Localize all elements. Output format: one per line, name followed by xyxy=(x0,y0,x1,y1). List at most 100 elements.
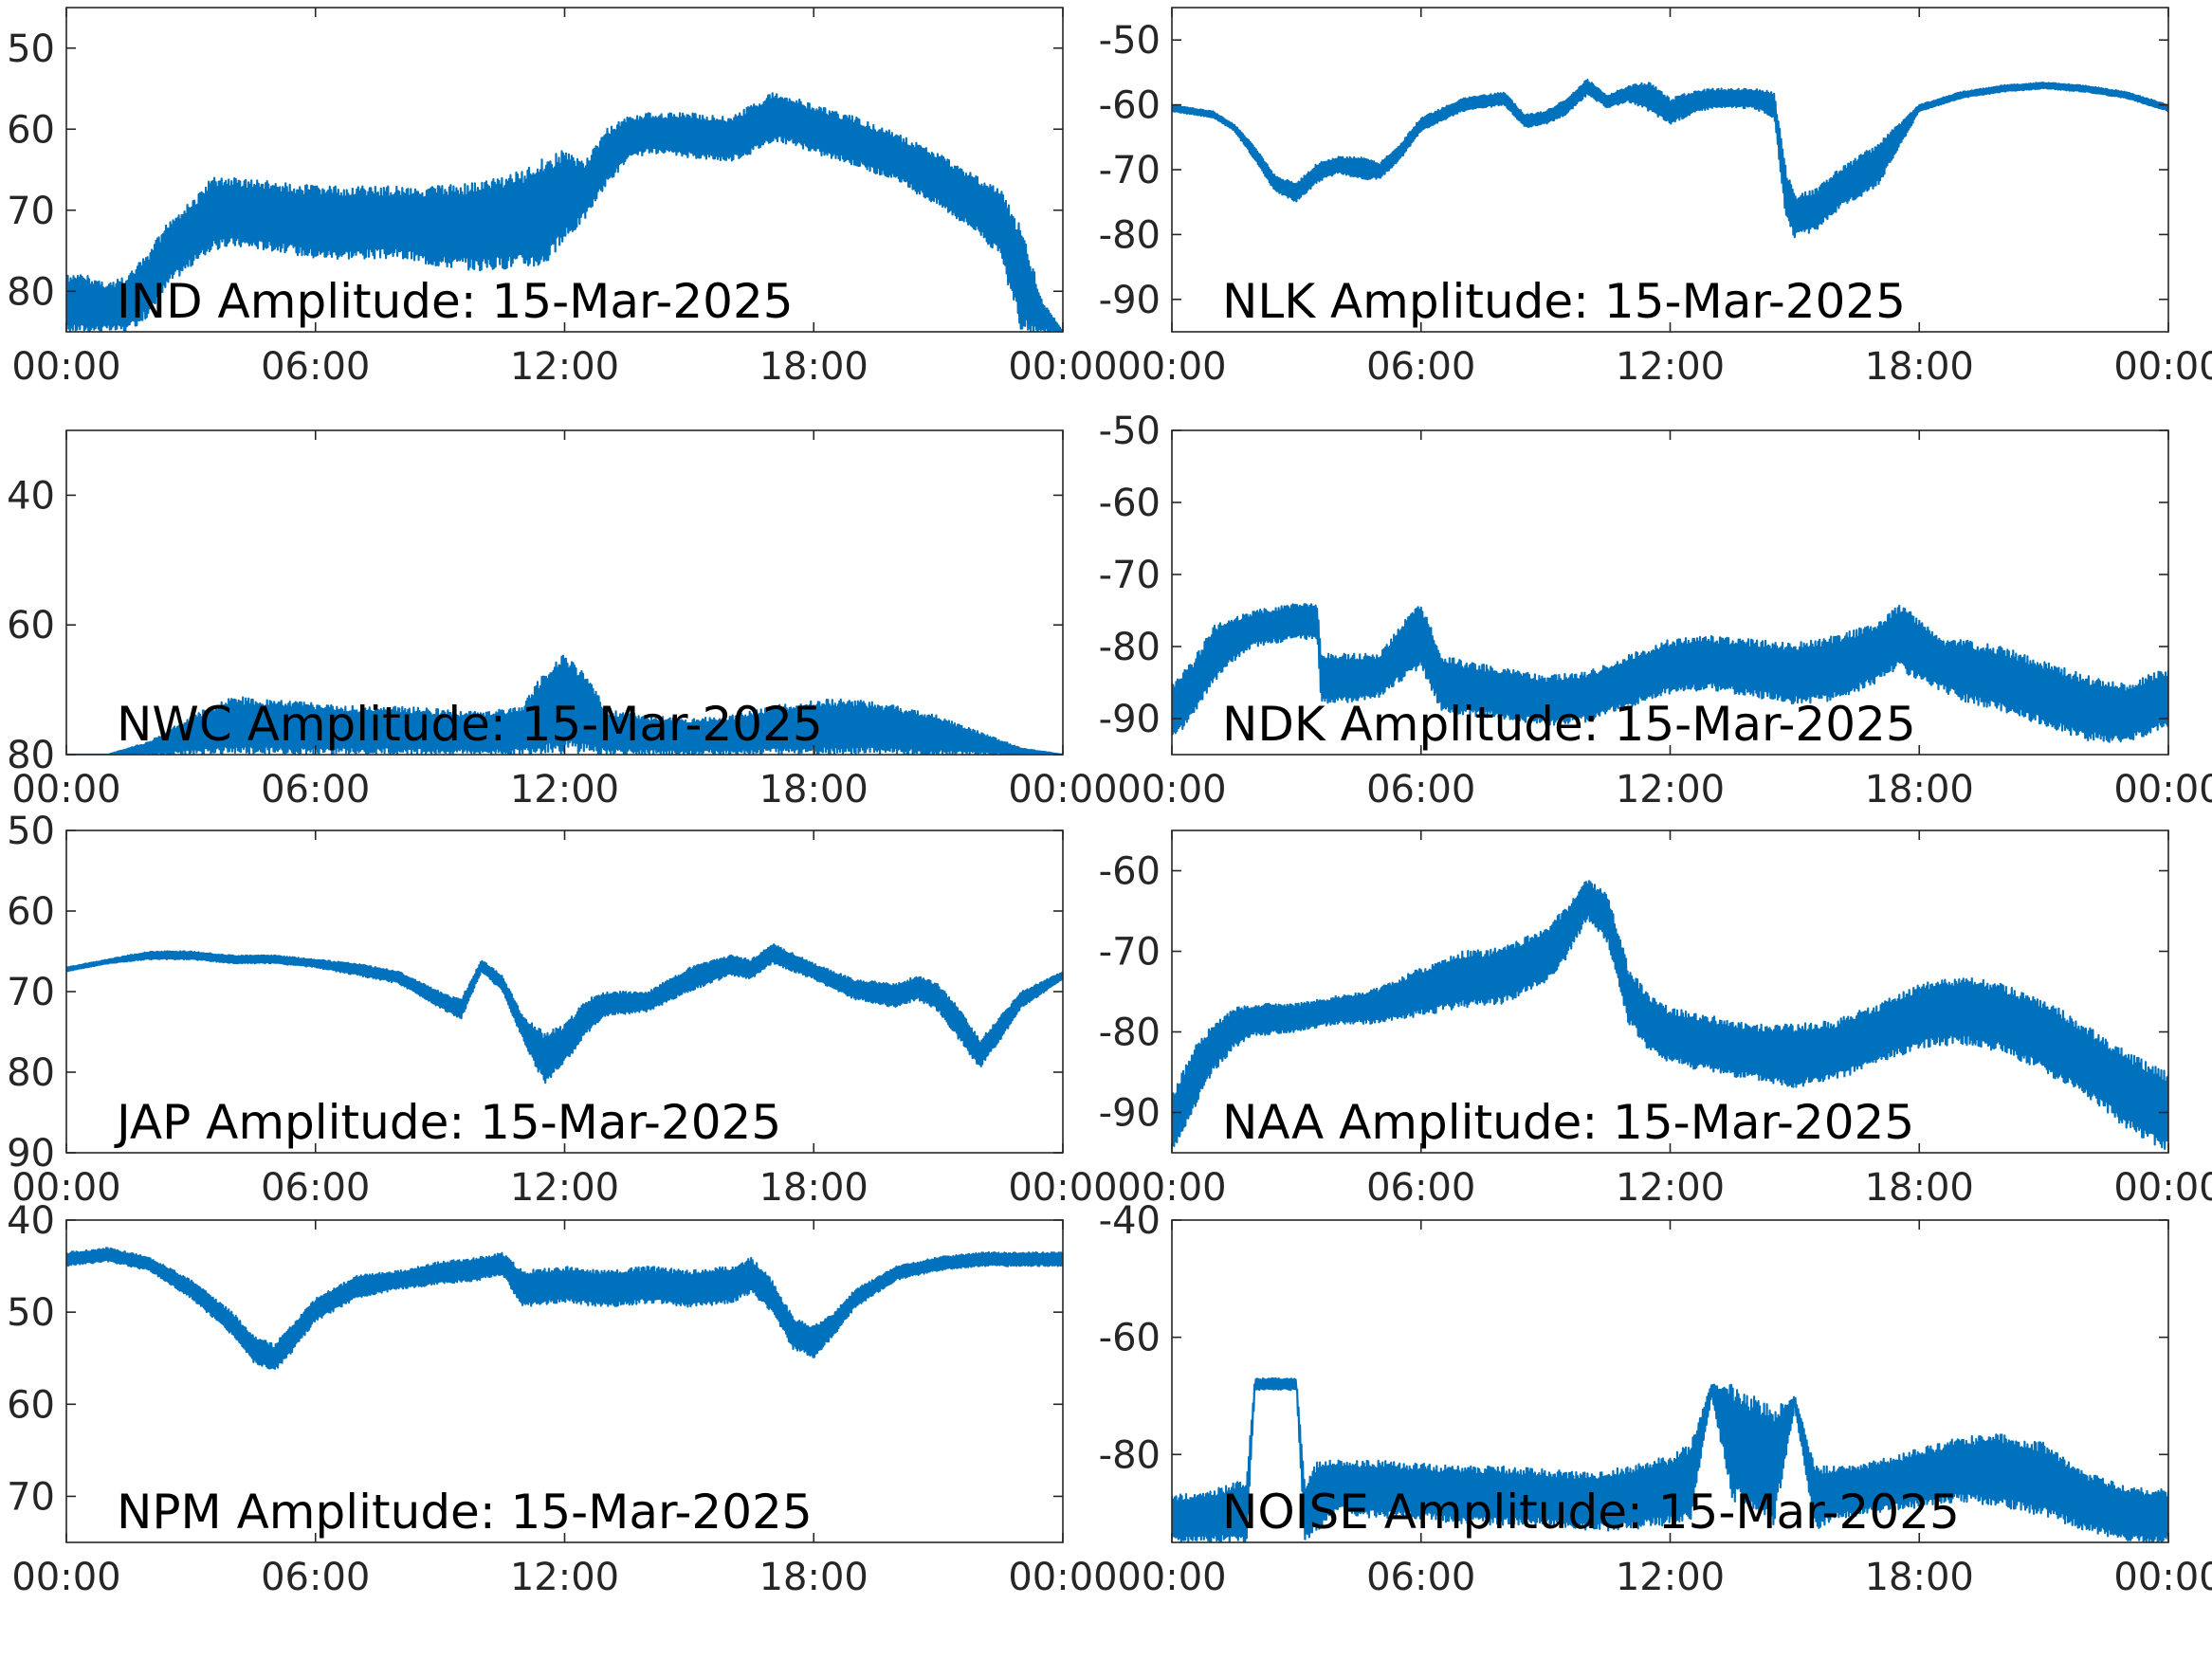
series-layer xyxy=(66,1247,1063,1370)
panel-title: NOISE Amplitude: 15-Mar-2025 xyxy=(1222,1485,1960,1540)
panel-title: JAP Amplitude: 15-Mar-2025 xyxy=(114,1095,781,1150)
x-tick-label: 12:00 xyxy=(1616,345,1725,389)
panel-title: IND Amplitude: 15-Mar-2025 xyxy=(117,274,794,329)
y-tick-label: -90 xyxy=(1099,1092,1161,1136)
x-tick-label: 00:00 xyxy=(1117,768,1226,811)
axis-ticks: 00:00 06:00 12:00 18:00 00:00 -90 -80 -70 -60 xyxy=(1099,830,2212,1210)
x-tick-label: 00:00 xyxy=(2113,1166,2212,1210)
x-tick-label: 06:00 xyxy=(1366,345,1475,389)
y-tick-label: -50 xyxy=(1099,19,1161,63)
panel-title: NDK Amplitude: 15-Mar-2025 xyxy=(1222,697,1916,752)
y-tick-label: -90 xyxy=(1099,698,1161,741)
y-tick-label: 60 xyxy=(7,890,55,934)
axis-ticks: 00:00 06:00 12:00 18:00 00:00 80 70 60 50 xyxy=(7,8,1118,389)
y-tick-label: -60 xyxy=(1099,84,1161,128)
y-tick-label: -70 xyxy=(1099,554,1161,597)
y-tick-label: 60 xyxy=(7,108,55,152)
x-tick-label: 00:00 xyxy=(2113,768,2212,811)
x-tick-label: 00:00 xyxy=(2113,1556,2212,1599)
y-tick-label: -80 xyxy=(1099,1433,1161,1477)
series-layer xyxy=(1172,603,2168,743)
y-tick-label: 40 xyxy=(7,1199,55,1243)
series-layer xyxy=(1172,79,2168,239)
x-tick-label: 06:00 xyxy=(261,1556,370,1599)
x-tick-label: 12:00 xyxy=(510,768,619,811)
panel-title: NAA Amplitude: 15-Mar-2025 xyxy=(1222,1095,1914,1150)
series-trace xyxy=(66,943,1063,1085)
x-tick-label: 00:00 xyxy=(2113,345,2212,389)
x-tick-label: 00:00 xyxy=(11,1166,120,1210)
series-trace xyxy=(1172,79,2168,239)
axis-ticks: 00:00 06:00 12:00 18:00 00:00 -90 -80 -70 -60 -50 xyxy=(1099,410,2212,811)
x-tick-label: 00:00 xyxy=(1117,1556,1226,1599)
y-tick-label: 70 xyxy=(7,971,55,1014)
x-tick-label: 06:00 xyxy=(261,345,370,389)
x-tick-label: 12:00 xyxy=(510,345,619,389)
x-tick-label: 06:00 xyxy=(261,768,370,811)
series-trace xyxy=(1172,880,2168,1150)
series-layer xyxy=(66,943,1063,1085)
panel-nlk: 00:00 06:00 12:00 18:00 00:00 -90 -80 -70 -60 -50… xyxy=(1099,7,2212,389)
y-tick-label: 50 xyxy=(7,810,55,853)
x-tick-label: 12:00 xyxy=(510,1166,619,1210)
x-tick-label: 06:00 xyxy=(1366,1166,1475,1210)
x-tick-label: 00:00 xyxy=(1117,345,1226,389)
x-tick-label: 18:00 xyxy=(759,1166,868,1210)
y-tick-label: -80 xyxy=(1099,1012,1161,1055)
panel-naa: 00:00 06:00 12:00 18:00 00:00 -90 -80 -70 -60 NA… xyxy=(1099,830,2212,1210)
x-tick-label: 12:00 xyxy=(1616,1166,1725,1210)
y-tick-label: -70 xyxy=(1099,149,1161,192)
y-tick-label: 60 xyxy=(7,1383,55,1427)
axis-ticks: 00:00 06:00 12:00 18:00 00:00 70 60 50 40 xyxy=(7,1199,1118,1599)
panel-title: NPM Amplitude: 15-Mar-2025 xyxy=(117,1485,813,1540)
series-layer xyxy=(1172,880,2168,1150)
x-tick-label: 18:00 xyxy=(1865,1166,1974,1210)
series-trace xyxy=(66,92,1063,332)
axis-ticks: 00:00 06:00 12:00 18:00 00:00 -80 -60 -40 xyxy=(1099,1199,2212,1599)
series-trace xyxy=(1172,603,2168,743)
x-tick-label: 00:00 xyxy=(11,768,120,811)
panel-ind: 00:00 06:00 12:00 18:00 00:00 80 70 60 50 IND Am… xyxy=(7,7,1118,389)
y-tick-label: -70 xyxy=(1099,931,1161,975)
series-trace xyxy=(1172,1376,2168,1542)
x-tick-label: 06:00 xyxy=(1366,768,1475,811)
x-tick-label: 00:00 xyxy=(11,345,120,389)
series-layer xyxy=(1172,1376,2168,1542)
series-trace xyxy=(66,1247,1063,1370)
y-tick-label: -80 xyxy=(1099,213,1161,257)
y-tick-label: 80 xyxy=(7,1051,55,1095)
panel-title: NLK Amplitude: 15-Mar-2025 xyxy=(1222,274,1906,329)
x-tick-label: 18:00 xyxy=(1865,768,1974,811)
panel-noise: 00:00 06:00 12:00 18:00 00:00 -80 -60 -40 NOISE… xyxy=(1099,1199,2212,1599)
x-tick-label: 18:00 xyxy=(759,768,868,811)
y-tick-label: 60 xyxy=(7,604,55,647)
x-tick-label: 18:00 xyxy=(759,345,868,389)
y-tick-label: -60 xyxy=(1099,482,1161,525)
series-layer xyxy=(66,654,1063,755)
axis-ticks: 00:00 06:00 12:00 18:00 00:00 -90 -80 -70 -60 -50 xyxy=(1099,8,2212,389)
panel-npm: 00:00 06:00 12:00 18:00 00:00 70 60 50 40 NPM Am… xyxy=(7,1199,1118,1599)
x-tick-label: 18:00 xyxy=(759,1556,868,1599)
y-tick-label: 40 xyxy=(7,474,55,518)
x-tick-label: 00:00 xyxy=(1008,768,1117,811)
y-tick-label: -60 xyxy=(1099,850,1161,894)
x-tick-label: 00:00 xyxy=(1008,1556,1117,1599)
y-tick-label: -90 xyxy=(1099,279,1161,322)
x-tick-label: 18:00 xyxy=(1865,1556,1974,1599)
x-tick-label: 12:00 xyxy=(510,1556,619,1599)
panel-ndk: 00:00 06:00 12:00 18:00 00:00 -90 -80 -70 -60 -50… xyxy=(1099,410,2212,811)
y-tick-label: -50 xyxy=(1099,410,1161,453)
y-tick-label: 90 xyxy=(7,1132,55,1176)
y-tick-label: -40 xyxy=(1099,1199,1161,1243)
y-tick-label: 80 xyxy=(7,734,55,777)
panel-title: NWC Amplitude: 15-Mar-2025 xyxy=(117,697,823,752)
x-tick-label: 00:00 xyxy=(1117,1166,1226,1210)
series-trace xyxy=(66,654,1063,755)
x-tick-label: 18:00 xyxy=(1865,345,1974,389)
y-tick-label: -60 xyxy=(1099,1317,1161,1360)
